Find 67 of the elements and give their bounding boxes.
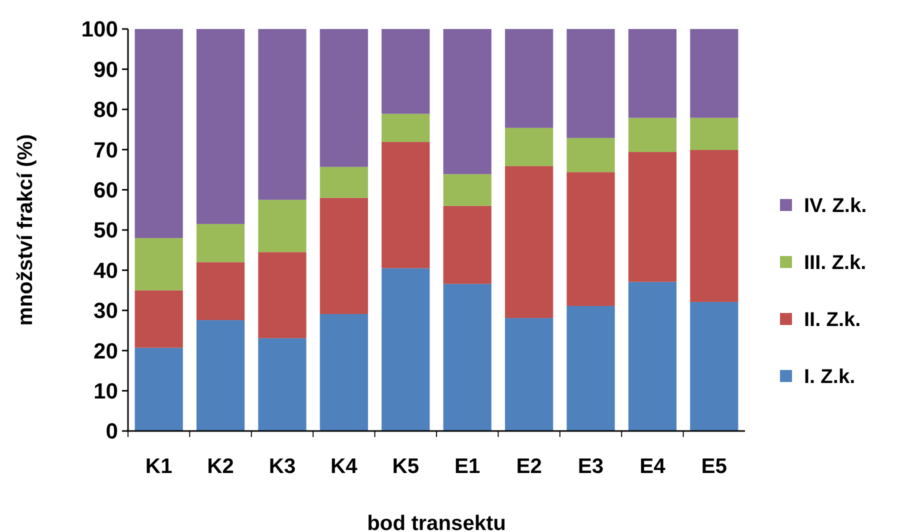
bar (382, 142, 430, 268)
bar (628, 29, 677, 118)
bar (320, 198, 368, 314)
x-tick-label: E3 (578, 455, 604, 478)
bar (690, 150, 738, 302)
bar (382, 114, 430, 142)
bar (504, 128, 554, 166)
x-tick-label: K2 (207, 455, 234, 478)
y-tick-label: 90 (94, 56, 118, 82)
x-tick-label: K1 (145, 455, 173, 478)
bar (443, 174, 492, 206)
bar (628, 152, 677, 282)
x-tick-label: E5 (701, 455, 728, 478)
bar (690, 302, 738, 431)
x-tick-label: K4 (330, 455, 358, 478)
bar (134, 348, 183, 431)
bar (258, 29, 306, 200)
bar (504, 318, 554, 431)
x-axis-title: bod transektu (367, 512, 506, 532)
bar (566, 29, 615, 138)
y-tick-label: 70 (94, 137, 118, 162)
y-tick-label: 40 (94, 258, 118, 283)
bar (196, 320, 245, 431)
y-tick-label: 80 (94, 97, 118, 122)
bar (443, 206, 492, 284)
bar (134, 290, 183, 348)
legend-label: III. Z.k. (804, 252, 866, 274)
bar (320, 166, 368, 198)
legend-label: II. Z.k. (804, 309, 861, 331)
bar (134, 29, 183, 238)
y-tick-label: 100 (81, 16, 118, 42)
bar (196, 224, 245, 262)
bar (196, 29, 245, 224)
y-tick-label: 10 (94, 378, 118, 404)
x-tick-label: E2 (516, 455, 542, 478)
y-tick-label: 50 (94, 218, 118, 243)
bar (258, 200, 306, 252)
y-tick-label: 60 (94, 178, 118, 202)
y-tick-label: 30 (94, 298, 118, 324)
x-tick-label: E1 (454, 455, 481, 478)
bar (320, 314, 368, 431)
bar (628, 118, 677, 152)
bar (566, 306, 615, 431)
y-tick-label: 0 (106, 418, 118, 444)
bar (628, 282, 677, 431)
bar (690, 29, 738, 118)
bar (443, 29, 492, 174)
bar (382, 268, 430, 431)
x-tick-label: K5 (392, 455, 420, 478)
legend-label: IV. Z.k. (804, 195, 867, 217)
bar (443, 284, 492, 431)
bar (258, 252, 306, 338)
y-tick-label: 20 (94, 338, 118, 364)
bar (566, 172, 615, 306)
bar (258, 338, 306, 431)
bar (134, 238, 183, 290)
bar (382, 29, 430, 114)
bar (504, 29, 554, 128)
bar (196, 262, 245, 320)
bar (504, 166, 554, 318)
x-tick-label: K3 (268, 455, 296, 478)
bar (566, 138, 615, 172)
x-tick-label: E4 (640, 455, 666, 478)
bar (320, 29, 368, 167)
legend-label: I. Z.k. (804, 366, 856, 388)
y-axis-title: množství frakcí (%) (14, 134, 37, 326)
bar (690, 118, 738, 150)
